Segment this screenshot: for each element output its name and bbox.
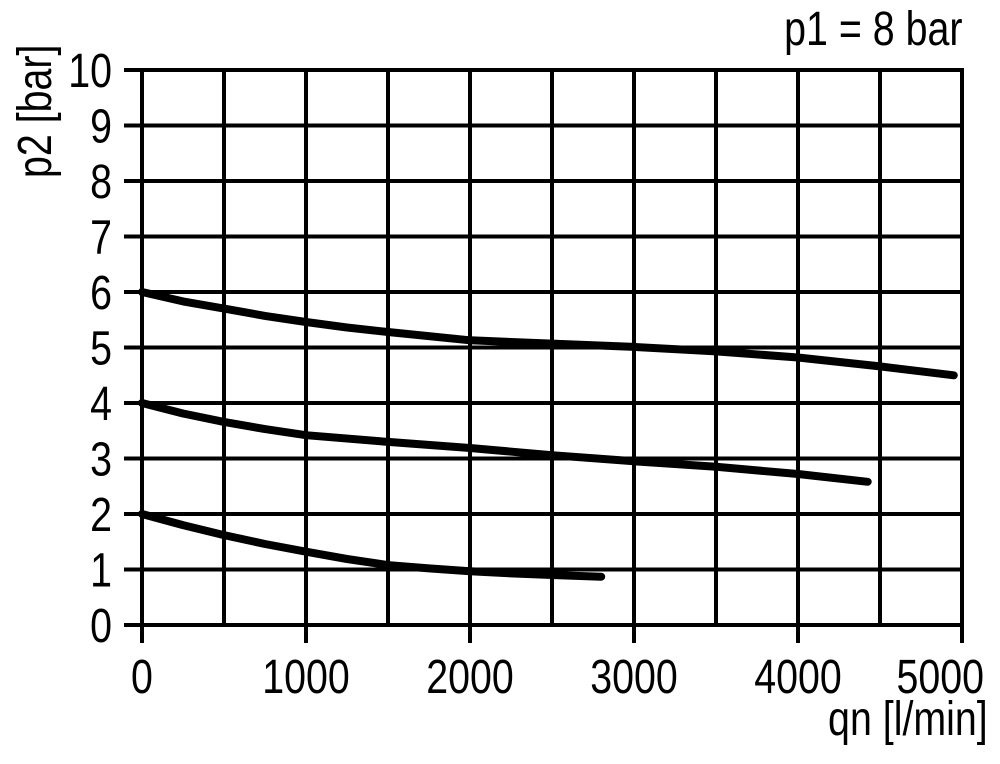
regulator-curve-4bar-setting (138, 399, 872, 486)
x-axis-label: qn [l/min] (828, 693, 988, 746)
y-tick-label: 7 (90, 211, 112, 265)
y-tick-label: 6 (90, 266, 112, 320)
y-tick-label: 3 (90, 433, 112, 487)
y-tick-label: 2 (90, 488, 112, 542)
x-tick-label: 5000 (896, 650, 984, 704)
y-tick-label: 10 (68, 44, 112, 98)
chart-title: p1 = 8 bar (783, 3, 962, 56)
y-tick-label: 5 (90, 322, 112, 376)
y-tick-label: 4 (90, 377, 112, 431)
y-tick-label: 9 (90, 100, 112, 154)
y-axis-label: p2 [bar] (9, 44, 62, 178)
plot-border (140, 68, 964, 627)
x-tick-label: 2000 (426, 650, 514, 704)
regulator-curve-2bar-setting (138, 510, 606, 581)
y-tick-label: 0 (90, 599, 112, 653)
y-tick-label: 1 (90, 544, 112, 598)
x-tick-label: 0 (131, 650, 153, 704)
x-tick-label: 1000 (262, 650, 350, 704)
x-tick-label: 3000 (590, 650, 678, 704)
y-tick-label: 8 (90, 155, 112, 209)
regulator-curve-6bar-setting (138, 288, 958, 380)
x-tick-label: 4000 (754, 650, 842, 704)
